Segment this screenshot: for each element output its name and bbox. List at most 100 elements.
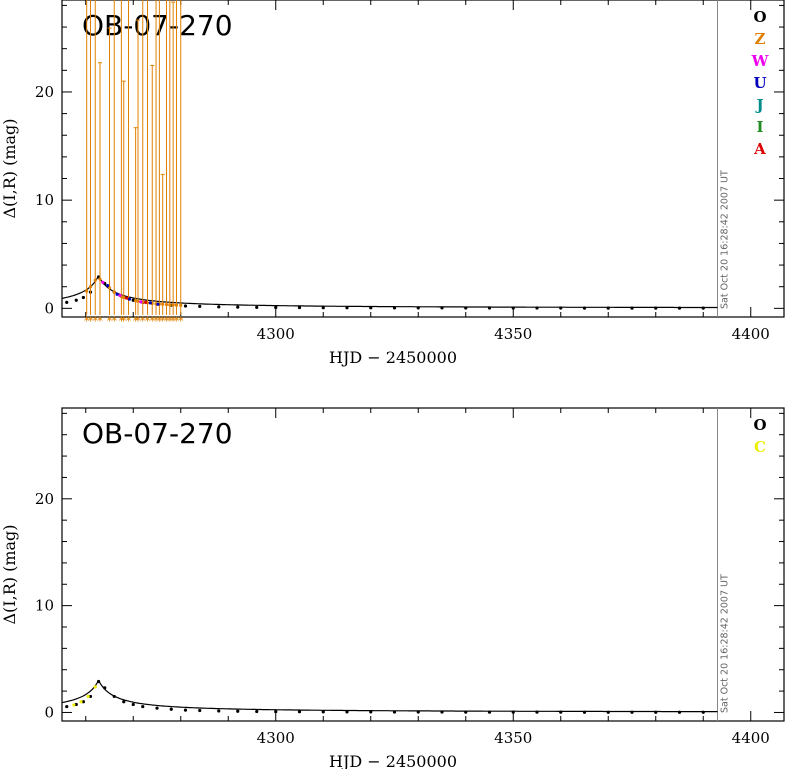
- data-point: [630, 306, 634, 310]
- data-point: [255, 709, 259, 714]
- data-point: [416, 306, 420, 310]
- model-curve: [62, 679, 718, 713]
- data-point: [183, 304, 188, 308]
- z-asterisk-marker: *: [126, 314, 132, 328]
- data-point: [96, 679, 101, 684]
- data-point: [392, 306, 397, 310]
- x-tick-label: 4400: [732, 729, 770, 747]
- data-point: [86, 694, 90, 699]
- series-w: [101, 280, 143, 304]
- z-asterisk-marker: *: [170, 314, 176, 328]
- data-point: [416, 710, 420, 714]
- data-point: [297, 305, 302, 310]
- series-u: [106, 284, 160, 306]
- x-axis-title: HJD − 2450000: [329, 348, 457, 367]
- data-point: [81, 700, 85, 704]
- data-point: [464, 710, 468, 714]
- data-point: [582, 306, 587, 310]
- legend-entry-a: A: [753, 140, 766, 158]
- data-point: [217, 709, 221, 713]
- chart-panel-2: 4300 4350 4400 0 10 20 HJD − 2450000 Δ(I,R) (ma…: [0, 407, 785, 769]
- z-asterisk-marker: *: [167, 314, 173, 328]
- z-asterisk-marker: *: [135, 314, 141, 328]
- legend-entry-z: Z: [755, 30, 766, 48]
- z-asterisk-marker: *: [160, 314, 166, 328]
- data-point: [74, 298, 78, 302]
- data-point: [72, 703, 76, 707]
- data-point: [701, 306, 705, 310]
- data-point: [654, 710, 658, 714]
- x-axis-title: HJD − 2450000: [329, 752, 457, 769]
- data-point: [511, 306, 515, 310]
- data-point: [118, 293, 122, 297]
- data-point: [155, 706, 159, 710]
- data-point: [511, 710, 515, 714]
- y-tick-label: 0: [44, 299, 54, 317]
- legend-entry-w: W: [751, 52, 770, 70]
- data-point: [93, 685, 97, 689]
- x-tick-label: 4300: [257, 325, 295, 343]
- data-point: [107, 286, 112, 290]
- data-point: [198, 708, 202, 713]
- data-point: [106, 284, 110, 288]
- data-point: [139, 300, 143, 304]
- data-point: [701, 710, 705, 714]
- data-point: [88, 285, 93, 289]
- z-asterisk-marker: *: [133, 314, 139, 328]
- data-point: [606, 710, 610, 714]
- x-tick-label: 4400: [732, 325, 770, 343]
- y-tick-label: 20: [35, 490, 54, 508]
- legend-entry-i: I: [756, 118, 763, 136]
- data-point: [198, 304, 202, 308]
- data-point: [630, 710, 634, 714]
- z-asterisk-marker: *: [88, 314, 94, 328]
- y-tick-label: 10: [35, 597, 54, 615]
- data-point: [274, 305, 278, 310]
- legend-entry-o: O: [753, 416, 766, 434]
- z-asterisk-marker: *: [140, 314, 146, 328]
- data-point: [677, 710, 682, 714]
- series-z: [85, 0, 183, 315]
- z-asterisk-marker: *: [156, 314, 162, 328]
- chart-panel-1: 4300 4350 4400 0 10 20 HJD − 2450000 Δ(I,R) (ma…: [0, 0, 785, 367]
- z-asterisk-marker: *: [164, 314, 170, 328]
- data-point: [101, 280, 105, 284]
- y-tick-label: 10: [35, 191, 54, 209]
- data-point: [535, 306, 539, 310]
- data-point: [81, 295, 85, 300]
- plot-area: [62, 0, 718, 315]
- data-point: [136, 299, 140, 303]
- panel-title: OB-07-270: [82, 417, 233, 450]
- y-tick-label: 0: [44, 703, 54, 721]
- data-point: [65, 300, 69, 304]
- data-point: [148, 301, 152, 305]
- data-point: [217, 305, 221, 309]
- data-point: [369, 306, 373, 310]
- data-point: [122, 295, 126, 300]
- data-point: [88, 694, 93, 699]
- data-point: [85, 289, 89, 293]
- data-point: [255, 305, 259, 309]
- data-point: [440, 710, 444, 714]
- data-point: [65, 704, 69, 709]
- legend-entry-c: C: [754, 438, 766, 456]
- data-point: [161, 302, 165, 306]
- z-asterisk-marker: *: [153, 314, 159, 328]
- data-point: [127, 297, 132, 301]
- plot-frame: [61, 0, 785, 318]
- x-tick-label: 4350: [494, 729, 532, 747]
- z-asterisk-marker: *: [145, 314, 151, 328]
- data-point: [236, 709, 240, 713]
- data-point: [103, 686, 107, 690]
- series-o: [65, 275, 705, 310]
- data-point: [168, 303, 172, 307]
- z-asterisk-marker: *: [118, 314, 124, 328]
- data-point: [141, 704, 145, 709]
- data-point: [174, 303, 179, 307]
- z-asterisk-marker: *: [178, 314, 184, 328]
- data-point: [321, 306, 325, 310]
- data-point: [392, 710, 397, 714]
- data-point: [654, 306, 658, 310]
- data-point: [164, 302, 169, 307]
